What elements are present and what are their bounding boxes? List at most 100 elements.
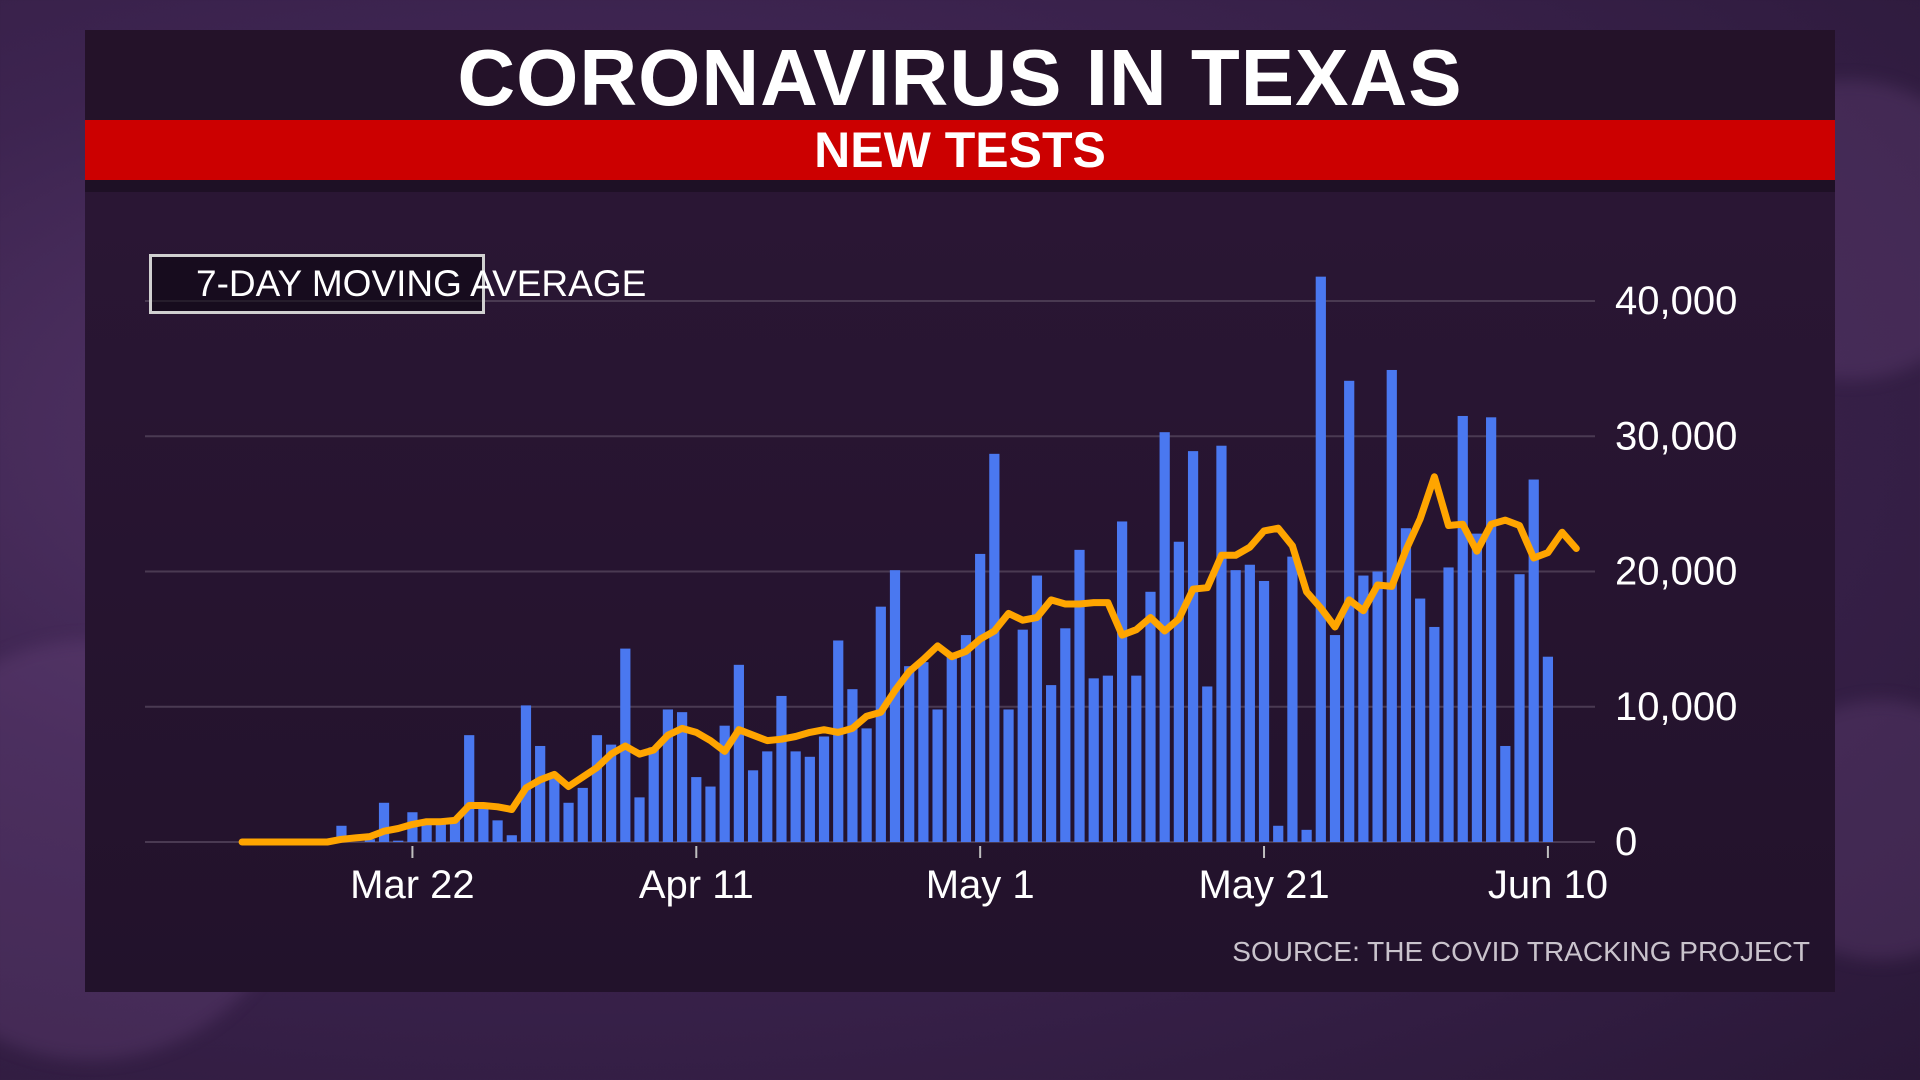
y-tick-label: 40,000	[1615, 279, 1737, 323]
bar	[1187, 451, 1199, 842]
bar	[1415, 598, 1426, 842]
bar	[1074, 549, 1085, 842]
moving-average-polyline	[238, 473, 1580, 846]
bar	[1528, 479, 1539, 842]
bar	[1514, 574, 1525, 842]
bar	[691, 777, 702, 842]
bar	[393, 840, 404, 842]
bar	[1471, 533, 1483, 842]
legend: 7-DAY MOVING AVERAGE	[149, 254, 646, 314]
bar	[591, 735, 603, 842]
bar	[975, 553, 986, 842]
bar	[932, 709, 943, 842]
source-note: SOURCE: THE COVID TRACKING PROJECT	[1232, 936, 1810, 967]
bar	[946, 655, 957, 842]
bar	[1429, 626, 1440, 842]
bar	[1400, 528, 1412, 842]
bar	[648, 747, 659, 842]
bar	[1017, 629, 1028, 842]
bar	[1386, 369, 1397, 842]
bar	[719, 725, 730, 842]
bar	[520, 705, 532, 842]
subtitle-banner: NEW TESTS	[85, 120, 1835, 180]
bar	[1273, 825, 1284, 842]
bar	[1500, 745, 1511, 842]
bar	[861, 728, 872, 842]
bars	[336, 276, 1554, 842]
bar	[1202, 686, 1213, 842]
bar	[478, 805, 489, 842]
bar	[506, 835, 517, 842]
x-tick-label: Mar 22	[350, 863, 475, 907]
y-axis-ticks: 0 10,000 20,000 30,000 40,000	[1615, 279, 1737, 864]
bar	[1244, 564, 1255, 842]
bar	[818, 736, 830, 842]
x-tick-label: May 1	[926, 863, 1035, 907]
bar	[1258, 580, 1270, 842]
bar	[1116, 521, 1128, 842]
bar	[847, 689, 858, 842]
bar	[606, 744, 617, 842]
bar	[634, 797, 645, 842]
bar	[1216, 445, 1227, 842]
bar	[790, 751, 801, 842]
chart-svg: Mar 22 Apr 11 May 1 May 21 Jun 10 0 10,000 20,…	[145, 276, 1737, 907]
chart-title: CORONAVIRUS IN TEXAS	[457, 33, 1463, 122]
bar	[577, 787, 588, 842]
bar	[960, 635, 972, 842]
bar	[1131, 675, 1142, 842]
chart-panel: CORONAVIRUS IN TEXAS NEW TESTS Mar 22 Apr…	[85, 30, 1835, 992]
bar	[549, 778, 560, 842]
bar	[1102, 675, 1114, 842]
bar	[464, 735, 475, 842]
bar	[804, 756, 815, 842]
bar	[1145, 591, 1156, 842]
bar	[705, 786, 716, 842]
title-band: CORONAVIRUS IN TEXAS	[85, 30, 1835, 122]
bar	[435, 824, 446, 842]
bar	[1287, 556, 1298, 842]
y-tick-label: 30,000	[1615, 414, 1737, 458]
bar	[1003, 709, 1014, 842]
bar	[662, 709, 674, 842]
bar	[1542, 656, 1554, 842]
bar	[676, 712, 688, 842]
bar	[364, 839, 375, 842]
y-tick-label: 20,000	[1615, 550, 1737, 594]
bar	[1443, 567, 1454, 842]
bar	[1344, 380, 1355, 842]
bar	[1060, 628, 1071, 842]
bar	[492, 820, 503, 842]
bar	[733, 664, 744, 842]
x-tick-label: Jun 10	[1488, 863, 1608, 907]
bar	[918, 662, 929, 842]
bar	[1358, 575, 1369, 842]
bar	[563, 802, 574, 842]
bar	[1486, 417, 1497, 842]
bar	[1329, 635, 1341, 842]
bar	[1088, 678, 1099, 842]
bar	[1159, 432, 1170, 842]
bar	[378, 802, 390, 842]
bar	[1457, 415, 1468, 842]
bar	[1031, 575, 1043, 842]
chart-subtitle: NEW TESTS	[814, 122, 1106, 178]
bar	[762, 751, 773, 842]
y-tick-label: 10,000	[1615, 685, 1737, 729]
legend-label: 7-DAY MOVING AVERAGE	[196, 263, 647, 304]
bar	[1046, 685, 1057, 842]
x-tick-label: Apr 11	[639, 863, 754, 907]
plot-area: Mar 22 Apr 11 May 1 May 21 Jun 10 0 10,000 20,…	[85, 192, 1835, 992]
bar	[1315, 276, 1326, 842]
bar	[776, 695, 787, 842]
bar	[1301, 829, 1312, 842]
bar	[336, 825, 347, 842]
bar	[421, 823, 432, 842]
bar	[1372, 571, 1383, 842]
bar	[449, 820, 461, 842]
y-tick-label: 0	[1615, 820, 1637, 864]
bar	[1173, 541, 1184, 842]
bar	[1230, 570, 1241, 842]
bar	[889, 570, 901, 842]
bar	[875, 606, 886, 842]
